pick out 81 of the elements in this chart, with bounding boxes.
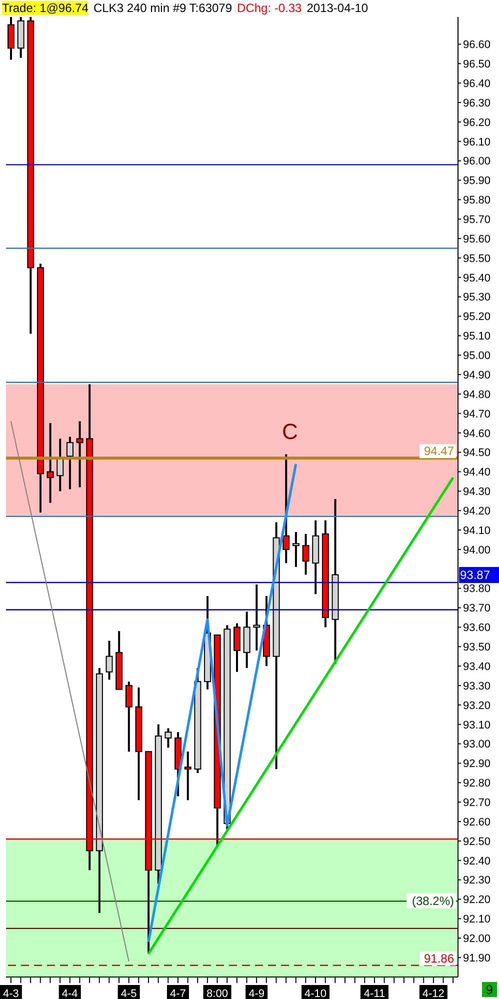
ref-line-label: 94.47	[424, 444, 454, 458]
candlestick	[76, 420, 84, 488]
x-tick-label: 4-3	[2, 988, 19, 999]
candlestick	[302, 532, 310, 576]
y-tick-label: 95.50	[463, 252, 491, 265]
y-tick-label: 93.50	[463, 642, 491, 654]
candlestick	[282, 453, 290, 564]
candlestick	[8, 17, 14, 61]
x-tick-label: 4-9	[248, 988, 265, 999]
y-tick-label: 94.60	[463, 428, 491, 440]
y-tick-label: 92.00	[463, 933, 491, 946]
y-tick-label: 93.80	[463, 583, 491, 596]
y-tick-label: 93.60	[463, 622, 491, 634]
candlestick	[106, 640, 113, 681]
y-tick-label: 96.10	[463, 136, 491, 148]
y-tick-label: 95.80	[463, 194, 491, 207]
y-tick-label: 92.20	[463, 894, 491, 906]
x-tick-label: 4-10	[304, 988, 327, 999]
x-tick-label: 8:00	[206, 988, 228, 999]
y-tick-label: 96.60	[463, 39, 491, 52]
y-tick-label: 95.60	[463, 233, 491, 246]
text: DChg: -0.33	[237, 1, 302, 15]
y-tick-label: 93.10	[463, 719, 491, 732]
x-tick-label: 4-5	[120, 988, 137, 999]
candlestick	[184, 750, 192, 802]
candlestick	[234, 622, 240, 673]
y-tick-label: 94.50	[463, 447, 491, 460]
y-tick-label: 94.40	[463, 466, 491, 479]
y-tick-label: 94.30	[463, 486, 491, 498]
y-tick-label: 96.00	[463, 156, 491, 168]
candlestick	[292, 530, 300, 568]
y-tick-label: 95.10	[463, 330, 491, 343]
candlestick	[253, 583, 260, 652]
x-tick-label: 4-4	[62, 988, 78, 999]
y-tick-label: 93.30	[463, 680, 491, 692]
x-tick-label: 4-7	[170, 988, 186, 999]
y-tick-label: 92.70	[463, 797, 491, 810]
y-tick-label: 95.20	[463, 311, 491, 324]
text: 9	[482, 982, 497, 997]
y-tick-label: 96.20	[463, 116, 491, 129]
y-tick-label: 94.20	[463, 506, 491, 518]
y-tick-label: 93.70	[463, 602, 491, 615]
y-tick-label: 94.80	[463, 388, 491, 401]
y-tick-label: 93.40	[463, 660, 491, 673]
candlestick	[164, 727, 172, 749]
y-tick-label: 93.00	[463, 738, 491, 751]
y-tick-label: 96.30	[463, 97, 491, 110]
y-tick-label: 96.40	[463, 78, 491, 90]
annotation: (38.2%)	[412, 894, 454, 908]
y-tick-label: 95.90	[463, 175, 491, 188]
y-tick-label: 94.90	[463, 369, 491, 382]
line-series	[147, 462, 298, 944]
text: 93.87	[459, 567, 499, 583]
y-tick-label: 95.40	[463, 272, 491, 284]
y-tick-label: 92.80	[463, 778, 491, 790]
x-tick-label: 4-11	[364, 988, 386, 999]
y-tick-label: 92.10	[463, 914, 491, 926]
candlestick	[66, 436, 74, 490]
candlestick	[125, 680, 132, 753]
ref-line-label: 91.86	[424, 951, 454, 966]
candlestick	[56, 438, 64, 492]
y-tick-label: 92.30	[463, 874, 491, 887]
y-tick-label: 92.90	[463, 758, 491, 770]
y-tick-label: 94.10	[463, 524, 491, 537]
annotation: C	[282, 419, 298, 445]
x-tick-label: 4-12	[422, 988, 444, 999]
y-tick-label: 94.70	[463, 408, 491, 420]
y-tick-label: 95.30	[463, 292, 491, 304]
candlestick	[46, 422, 54, 504]
chart-subtitle: CLK3 240 min #9 T:63079	[93, 1, 232, 15]
y-tick-label: 92.50	[463, 836, 491, 848]
chart-title: Trade: 1@96.74	[2, 1, 88, 15]
y-tick-label: 91.90	[463, 952, 491, 964]
y-tick-label: 92.60	[463, 816, 491, 828]
y-tick-label: 95.70	[463, 214, 491, 226]
y-tick-label: 92.40	[463, 855, 491, 868]
y-tick-label: 96.50	[463, 58, 491, 71]
y-tick-label: 93.20	[463, 700, 491, 712]
y-tick-label: 94.00	[463, 544, 491, 556]
text: 2013-04-10	[306, 1, 368, 15]
y-tick-label: 95.00	[463, 350, 491, 362]
